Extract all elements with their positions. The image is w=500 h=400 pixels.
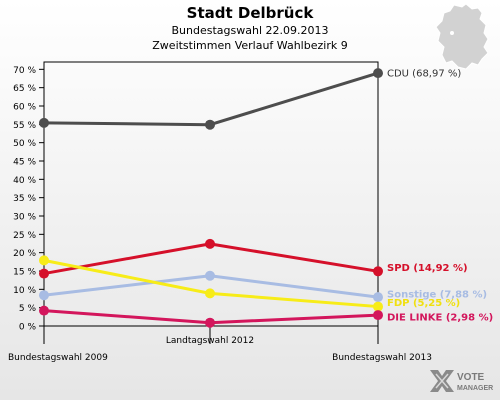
data-point <box>39 255 49 266</box>
data-point <box>205 119 215 130</box>
data-point <box>373 310 383 321</box>
germany-map-icon <box>435 3 489 70</box>
y-tick-label: 35 % <box>13 194 36 204</box>
series-line-cdu <box>43 71 379 127</box>
y-tick-label: 0 % <box>19 323 37 333</box>
data-point <box>373 266 383 277</box>
data-point <box>205 317 215 328</box>
y-tick-label: 65 % <box>13 84 36 94</box>
y-tick-label: 55 % <box>13 121 36 131</box>
y-tick-label: 70 % <box>13 66 36 76</box>
data-point <box>39 305 49 316</box>
data-point <box>373 68 383 79</box>
chart-subtitle: Bundestagswahl 22.09.2013 <box>171 24 329 37</box>
y-tick-label: 15 % <box>13 268 36 278</box>
data-point <box>205 288 215 299</box>
data-point <box>39 290 49 301</box>
logo-text-manager: MANAGER <box>457 385 493 392</box>
y-tick-label: 20 % <box>13 249 36 259</box>
x-tick-label: Bundestagswahl 2009 <box>8 353 108 363</box>
y-tick-label: 50 % <box>13 139 36 149</box>
x-tick-label: Bundestagswahl 2013 <box>332 353 432 363</box>
y-tick-label: 30 % <box>13 213 36 223</box>
y-tick-label: 10 % <box>13 286 36 296</box>
chart-subtitle-2: Zweitstimmen Verlauf Wahlbezirk 9 <box>152 39 348 52</box>
series-label-cdu: CDU (68,97 %) <box>387 69 461 80</box>
data-point <box>39 117 49 128</box>
chart-title: Stadt Delbrück <box>186 4 314 22</box>
data-point <box>39 268 49 279</box>
series-label-sonstige: Sonstige (7,88 %) <box>387 290 487 301</box>
y-tick-label: 5 % <box>19 304 37 314</box>
series-label-fdp: FDP (5,25 %) <box>387 298 460 309</box>
plot-frame <box>43 61 379 327</box>
x-tick-label: Landtagswahl 2012 <box>166 336 254 346</box>
y-tick-label: 60 % <box>13 103 36 113</box>
series-label-die-linke: DIE LINKE (2,98 %) <box>387 313 493 324</box>
y-tick-label: 45 % <box>13 158 36 168</box>
vote-manager-logo: VOTE MANAGER <box>430 370 493 392</box>
data-point <box>373 301 383 312</box>
y-tick-label: 25 % <box>13 231 36 241</box>
data-point <box>373 292 383 303</box>
y-tick-label: 40 % <box>13 176 36 186</box>
series-line-fdp <box>43 258 379 309</box>
logo-text-vote: VOTE <box>457 372 485 383</box>
data-point <box>205 270 215 281</box>
series-label-spd: SPD (14,92 %) <box>387 263 468 274</box>
data-point <box>205 238 215 249</box>
